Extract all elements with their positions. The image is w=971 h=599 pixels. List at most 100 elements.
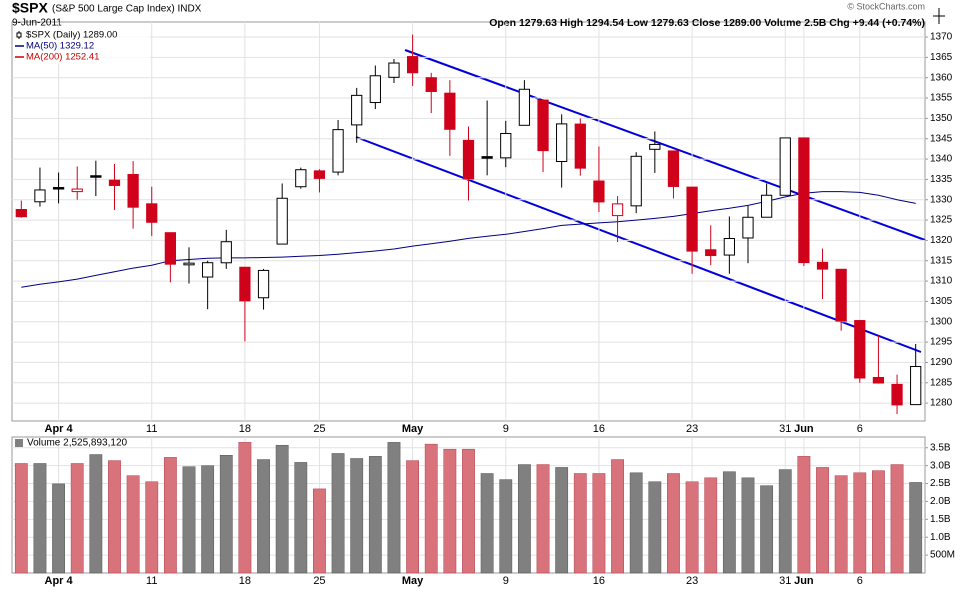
candle-body — [406, 56, 419, 74]
candle-body — [667, 150, 680, 187]
candle-body — [332, 129, 344, 173]
volume-bar — [629, 472, 643, 574]
volume-bar — [517, 464, 531, 574]
volume-bar — [797, 456, 811, 574]
x-tick-label: 31 — [779, 575, 791, 587]
y-tick-label: 3.0B — [930, 460, 951, 471]
candle-body — [518, 88, 531, 126]
volume-bar — [760, 485, 774, 574]
candle-body — [593, 180, 605, 203]
candle-body — [872, 376, 885, 384]
y-tick-label: 1330 — [930, 194, 953, 205]
ticker: $SPX — [12, 0, 48, 16]
volume-bar — [778, 469, 792, 574]
volume-bar — [890, 464, 904, 574]
volume-bar — [257, 459, 270, 574]
legend-icon — [16, 32, 22, 38]
date: 9-Jun-2011 — [12, 18, 62, 29]
trend-line — [404, 49, 926, 241]
volume-bar — [816, 467, 829, 574]
candle-body — [313, 170, 326, 179]
candle-body — [723, 238, 735, 256]
volume-bar — [238, 442, 252, 574]
candle-body — [425, 77, 437, 92]
volume-bar — [126, 475, 140, 574]
volume-bar — [909, 482, 923, 574]
x-tick-label: May — [402, 575, 424, 587]
x-tick-label: 18 — [239, 575, 251, 587]
volume-bar — [275, 444, 289, 574]
y-tick-label: 1300 — [930, 316, 953, 327]
y-tick-label: 2.5B — [930, 478, 951, 489]
y-tick-label: 1280 — [930, 398, 953, 409]
candle-body — [220, 241, 232, 264]
candle-body — [611, 203, 624, 217]
candle-body — [481, 156, 493, 159]
candle-body — [351, 94, 363, 126]
volume-bar — [313, 488, 326, 574]
x-tick-label: 6 — [857, 575, 863, 587]
x-tick-label: Apr 4 — [45, 575, 74, 587]
y-tick-label: 1360 — [930, 72, 953, 83]
y-tick-label: 1285 — [930, 377, 953, 388]
volume-bar — [462, 448, 475, 574]
x-tick-label: 9 — [503, 423, 509, 435]
y-tick-label: 1.0B — [930, 532, 951, 543]
y-tick-label: 500M — [930, 550, 955, 561]
candle-body — [202, 262, 214, 278]
volume-bar — [201, 465, 215, 574]
candle-body — [127, 174, 139, 208]
candle-body — [742, 216, 754, 239]
y-tick-label: 1345 — [930, 133, 953, 144]
y-tick-label: 1335 — [930, 174, 953, 185]
volume-bar — [685, 481, 699, 574]
volume-bar — [480, 473, 494, 574]
volume-bar — [872, 470, 885, 574]
volume-bar — [294, 462, 308, 574]
volume-bar — [219, 455, 233, 574]
volume-bar — [592, 473, 606, 574]
y-tick-label: 1295 — [930, 337, 953, 348]
volume-bar — [70, 463, 84, 574]
candle-body — [574, 123, 586, 169]
y-tick-label: 1320 — [930, 235, 953, 246]
candle-body — [537, 99, 549, 152]
candle-body — [369, 75, 381, 104]
volume-bar — [722, 471, 736, 574]
subtitle: (S&P 500 Large Cap Index) INDX — [52, 4, 202, 15]
x-tick-label: Jun — [794, 423, 814, 435]
x-tick-label: May — [402, 423, 424, 435]
x-tick-label: 25 — [313, 423, 325, 435]
y-tick-label: 1305 — [930, 296, 953, 307]
volume-bar — [182, 466, 196, 574]
legend-label: MA(200) 1252.41 — [26, 52, 99, 63]
x-tick-label: 25 — [313, 575, 325, 587]
x-tick-label: 6 — [857, 423, 863, 435]
candle-body — [779, 137, 791, 196]
candle-body — [108, 179, 121, 186]
volume-bar — [108, 460, 121, 574]
y-tick-label: 1370 — [930, 32, 953, 43]
candle-body — [462, 139, 475, 180]
x-tick-label: 11 — [146, 575, 157, 587]
candle-body — [630, 155, 642, 207]
y-tick-label: 1340 — [930, 154, 953, 165]
candle-body — [239, 266, 251, 302]
volume-bar — [667, 473, 680, 574]
candle-body — [146, 203, 158, 223]
x-tick-label: 11 — [146, 423, 157, 435]
volume-icon — [15, 439, 23, 447]
y-tick-label: 1355 — [930, 93, 953, 104]
volume-bar — [853, 472, 867, 574]
candle-body — [760, 194, 773, 218]
x-tick-label: Apr 4 — [45, 423, 74, 435]
volume-bar — [163, 457, 177, 574]
candle-body — [183, 262, 195, 266]
volume-bar — [350, 458, 364, 574]
candle-body — [556, 123, 568, 163]
y-tick-label: 3.5B — [930, 442, 951, 453]
y-tick-label: 1290 — [930, 357, 953, 368]
volume-bar — [368, 456, 382, 574]
candle-body — [835, 268, 847, 322]
